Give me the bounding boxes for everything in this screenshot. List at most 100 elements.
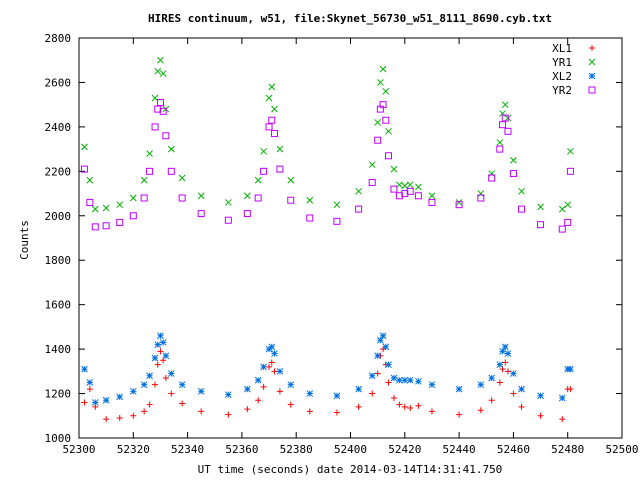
yr2-point [509, 170, 517, 178]
yr1-point [102, 204, 110, 212]
yr2-point [385, 152, 393, 160]
xl2-point [415, 377, 422, 385]
yr1-point [488, 170, 496, 177]
yr2-point [151, 123, 159, 131]
xl2-point [260, 363, 267, 371]
yr1-point [140, 176, 148, 184]
xl1-point [510, 390, 517, 397]
y-tick-label: 1600 [45, 299, 72, 312]
yr1-point [178, 174, 186, 182]
xl1-point [146, 401, 153, 408]
yr2-point [276, 165, 284, 173]
xl1-point [255, 397, 262, 404]
xl1-point [260, 383, 267, 390]
x-tick-label: 52400 [334, 443, 367, 456]
xl1-point [179, 400, 186, 407]
xl2-point [178, 381, 186, 389]
xl2-point [377, 336, 384, 344]
yr1-point [167, 145, 175, 153]
yr2-point [80, 165, 88, 173]
xl1-point [502, 359, 509, 366]
yr1-point [518, 187, 525, 195]
yr1-point [81, 143, 88, 151]
yr2-point [268, 116, 276, 124]
legend-label-yr2: YR2 [552, 84, 572, 97]
xl1-point [488, 397, 495, 404]
xl2-point [374, 352, 382, 360]
xl1-point [81, 399, 88, 406]
xl1-point [162, 375, 169, 381]
yr2-point [178, 194, 186, 202]
series-xl1 [81, 346, 574, 423]
xl1-point [116, 415, 123, 421]
xl2-point [567, 365, 574, 373]
yr2-point [368, 178, 376, 186]
yr1-point [401, 182, 409, 190]
xl2-point [501, 343, 509, 351]
xl2-point [504, 350, 512, 357]
xl2-point [455, 385, 463, 393]
yr2-point [146, 167, 154, 175]
legend-marker-yr2 [588, 86, 596, 94]
x-tick-label: 52420 [388, 443, 421, 456]
yr2-point [499, 121, 507, 129]
xl2-point [151, 354, 159, 362]
yr2-point [265, 123, 273, 131]
yr1-point [116, 201, 124, 209]
xl2-point [488, 374, 496, 382]
yr1-point [129, 194, 137, 202]
xl2-point [510, 370, 517, 377]
yr2-point [566, 167, 574, 175]
xl1-point [567, 386, 574, 393]
y-tick-label: 2600 [45, 76, 72, 89]
xl2-point [129, 387, 137, 395]
series-yr1 [81, 56, 574, 213]
xl1-point [306, 408, 313, 415]
xl2-point [86, 379, 94, 386]
legend-label-xl2: XL2 [552, 70, 572, 83]
yr2-point [501, 114, 509, 122]
legend-label-xl1: XL1 [552, 42, 572, 55]
xl1-point [415, 402, 422, 409]
x-tick-label: 52300 [62, 443, 95, 456]
xl1-point [537, 412, 544, 419]
xl2-point [276, 367, 284, 375]
xl2-point [159, 339, 167, 346]
y-tick-label: 2200 [45, 165, 72, 178]
y-axis-label: Counts [18, 220, 31, 260]
y-tick-label: 1000 [45, 432, 72, 445]
xl1-point [407, 405, 414, 411]
yr1-point [455, 199, 463, 206]
yr1-point [374, 119, 382, 126]
xl2-point [154, 341, 162, 349]
xl1-point [518, 403, 525, 410]
xl2-point [499, 347, 506, 355]
yr1-point [428, 192, 436, 200]
yr2-point [197, 210, 205, 218]
yr1-point [377, 79, 384, 86]
xl1-point [401, 403, 408, 410]
xl2-point [382, 343, 390, 351]
xl2-point [390, 374, 398, 382]
y-tick-label: 2000 [45, 210, 72, 223]
xl2-point [537, 392, 544, 400]
yr1-point [243, 192, 251, 200]
xl2-point [287, 381, 295, 389]
xl2-point [102, 396, 110, 404]
xl2-point [167, 370, 175, 377]
yr1-point [265, 94, 273, 102]
xl1-point [396, 401, 403, 408]
xl2-point [477, 381, 485, 389]
yr2-point [140, 194, 148, 202]
yr1-point [564, 201, 572, 209]
xl2-point [91, 399, 99, 406]
yr1-point [254, 176, 262, 184]
yr2-point [401, 190, 409, 198]
yr1-point [537, 203, 544, 211]
xl2-point [518, 385, 525, 393]
xl1-point [271, 368, 278, 375]
yr2-point [287, 196, 295, 204]
yr1-point [406, 181, 414, 189]
xl1-point [154, 361, 161, 368]
xl2-point [146, 372, 153, 380]
